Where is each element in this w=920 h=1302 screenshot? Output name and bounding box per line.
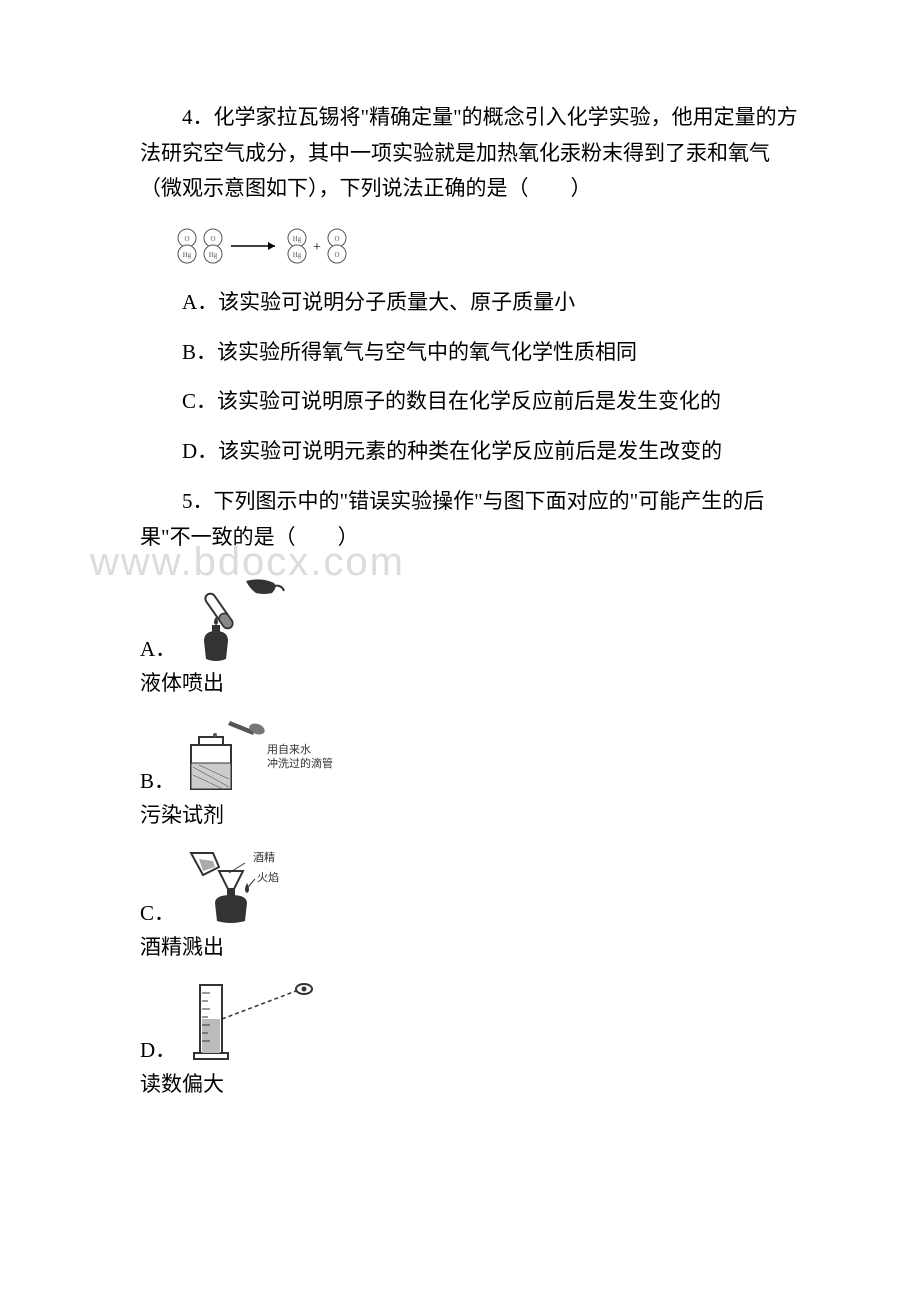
q5-option-c-block: C． 酒精 火焰 [140, 847, 810, 961]
q4-option-d: D．该实验可说明元素的种类在化学反应前后是发生改变的 [140, 434, 810, 470]
atom-label: O [211, 235, 216, 243]
q5-option-d-block: D． [140, 979, 810, 1098]
q5-option-a-label: A． [140, 633, 176, 663]
annotation-line2: 冲洗过的滴管 [267, 756, 333, 770]
q4-option-c: C．该实验可说明原子的数目在化学反应前后是发生变化的 [140, 384, 810, 420]
atom-label: Hg [293, 235, 302, 243]
atom-label: O [185, 235, 190, 243]
molecule-reaction-svg: O Hg O Hg Hg H [175, 225, 375, 267]
q4-stem: 4．化学家拉瓦锡将"精确定量"的概念引入化学实验，他用定量的方法研究空气成分，其… [140, 100, 810, 207]
atom-label: Hg [293, 251, 302, 259]
q4-diagram: O Hg O Hg Hg H [175, 225, 810, 267]
q5-option-b-block: B． 用自来水 冲洗过的滴管 [140, 715, 810, 829]
q5-option-d-caption: 读数偏大 [140, 1068, 810, 1098]
test-tube-heating-icon [186, 573, 286, 663]
atom-label: Hg [183, 251, 192, 259]
atom-label: O [335, 251, 340, 259]
q5-option-d-label: D． [140, 1034, 176, 1064]
atom-label: Hg [209, 251, 218, 259]
dropper-bottle-icon: 用自来水 冲洗过的滴管 [185, 715, 345, 795]
atom-label: O [335, 235, 340, 243]
label-flame: 火焰 [257, 870, 279, 884]
label-alcohol: 酒精 [253, 851, 275, 864]
annotation-line1: 用自来水 [267, 743, 311, 756]
q5-option-a-caption: 液体喷出 [140, 667, 810, 697]
q5-option-a-block: A． 液体喷出 [140, 573, 810, 697]
q5-option-c-caption: 酒精溅出 [140, 931, 810, 961]
q5-option-c-label: C． [140, 897, 175, 927]
q4-option-b: B．该实验所得氧气与空气中的氧气化学性质相同 [140, 335, 810, 371]
graduated-cylinder-icon [186, 979, 316, 1064]
plus-sign: + [313, 240, 321, 255]
q4-option-a: A．该实验可说明分子质量大、原子质量小 [140, 285, 810, 321]
q5-option-b-label: B． [140, 765, 175, 795]
alcohol-lamp-refill-icon: 酒精 火焰 [185, 847, 295, 927]
q5-stem: 5．下列图示中的"错误实验操作"与图下面对应的"可能产生的后果"不一致的是（ ） [140, 484, 810, 555]
q5-option-b-caption: 污染试剂 [140, 799, 810, 829]
